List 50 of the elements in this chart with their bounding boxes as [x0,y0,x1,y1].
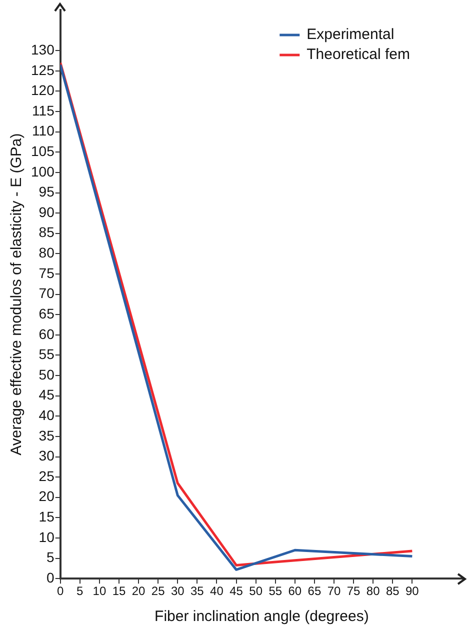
y-tick-label: 35 [38,427,55,444]
x-tick-label: 50 [249,584,263,598]
x-tick-label: 25 [151,584,166,598]
x-tick-label: 0 [57,584,64,598]
x-tick-label: 15 [112,584,126,598]
x-tick-label: 45 [230,584,244,598]
y-tick-label: 100 [31,163,55,180]
x-tick-label: 35 [190,584,204,598]
x-tick-label: 20 [132,584,146,598]
y-tick-label: 115 [32,102,55,118]
legend-label: Theoretical fem [306,46,410,64]
y-tick-label: 80 [38,244,55,261]
y-tick-label: 110 [32,122,55,139]
x-tick-label: 55 [268,584,282,598]
y-tick-label: 70 [38,285,55,302]
y-tick-label: 55 [38,346,55,362]
y-tick-label: 25 [38,468,55,484]
x-tick-label: 30 [170,584,185,598]
x-tick-label: 5 [76,584,84,598]
y-tick-label: 60 [38,326,55,342]
x-tick-label: 65 [308,584,322,598]
y-tick-label: 120 [31,82,55,98]
y-tick-label: 65 [38,305,55,322]
y-tick-label: 40 [38,407,55,423]
y-tick-label: 30 [38,448,55,464]
y-tick-label: 5 [46,549,55,566]
x-tick-label: 10 [92,584,106,598]
legend-label: Experimental [306,26,394,44]
x-axis-title: Fiber inclination angle (degrees) [154,608,369,626]
x-tick-label: 75 [346,584,361,598]
y-tick-label: 50 [38,366,55,382]
y-tick-label: 10 [38,528,55,545]
y-tick-label: 85 [38,224,55,240]
y-tick-label: 20 [38,488,55,504]
x-tick-label: 90 [406,584,420,598]
y-axis-title: Average effective modulos of elasticity - E (GPa) [8,133,26,456]
x-tick-label: 70 [327,584,341,598]
y-tick-label: 95 [38,184,55,200]
x-tick-label: 85 [386,584,400,598]
y-tick-label: 15 [38,508,55,525]
y-tick-label: 125 [31,62,55,78]
y-tick-label: 105 [31,143,55,160]
x-tick-label: 40 [210,584,224,598]
y-tick-label: 0 [46,569,55,586]
y-tick-label: 75 [38,264,55,281]
x-tick-label: 80 [366,584,380,598]
y-tick-label: 130 [31,41,55,58]
x-tick-label: 60 [288,584,302,598]
y-tick-label: 45 [38,386,55,403]
y-tick-label: 90 [38,204,55,220]
